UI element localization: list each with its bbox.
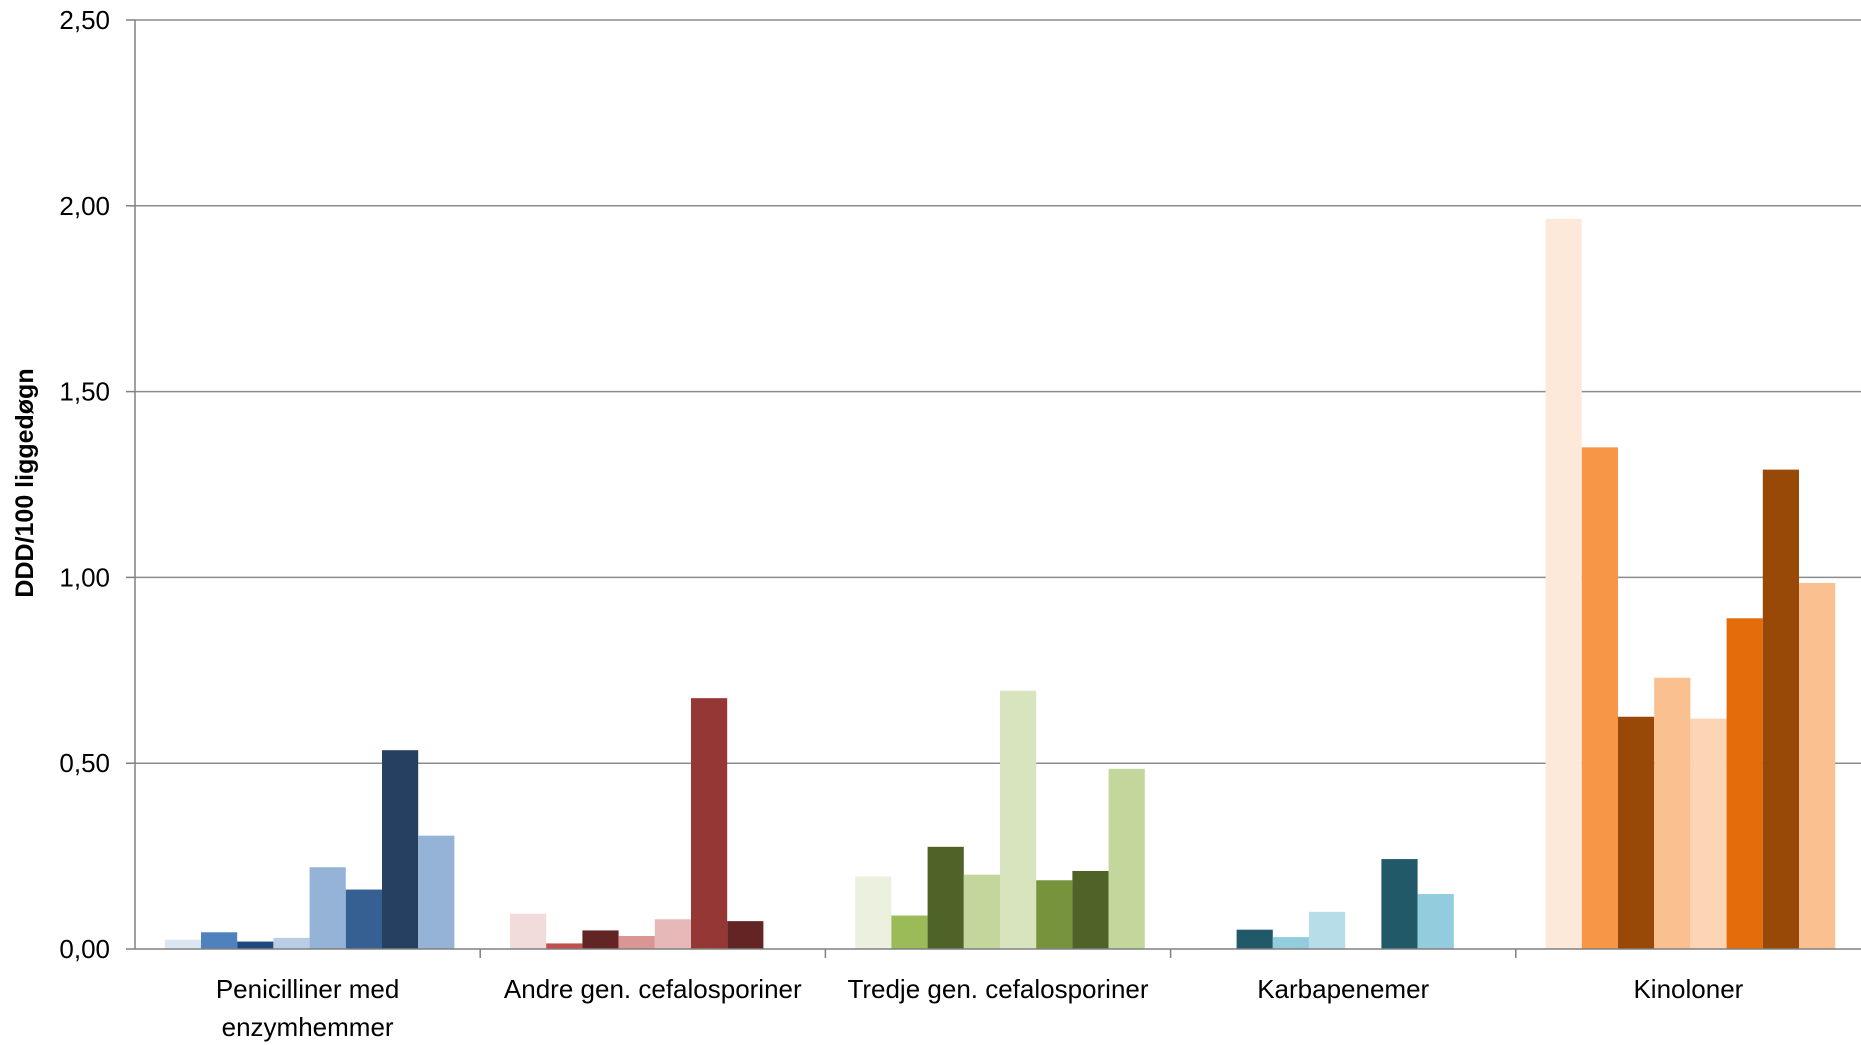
y-tick-label: 2,00 bbox=[59, 191, 110, 221]
bar bbox=[1036, 880, 1073, 949]
bar bbox=[582, 930, 619, 949]
bar bbox=[1000, 690, 1037, 949]
bar bbox=[510, 913, 547, 949]
bar bbox=[382, 750, 419, 949]
bar bbox=[654, 919, 691, 949]
bar bbox=[164, 939, 201, 949]
y-tick-labels: 0,00 0,50 1,00 1,50 2,00 2,50 bbox=[59, 5, 110, 964]
bar bbox=[1690, 718, 1727, 949]
bar bbox=[727, 921, 764, 949]
bar bbox=[855, 876, 892, 949]
axes bbox=[126, 19, 1861, 958]
bar bbox=[927, 846, 964, 949]
bar bbox=[418, 835, 455, 949]
bar bbox=[1236, 929, 1273, 949]
bar bbox=[691, 698, 728, 949]
x-category-label: Tredje gen. cefalosporiner bbox=[847, 974, 1148, 1004]
x-category-label: Penicilliner med bbox=[216, 974, 400, 1004]
bar bbox=[1108, 768, 1145, 949]
bar bbox=[1309, 911, 1346, 949]
bar bbox=[309, 867, 346, 949]
category-labels: Penicilliner med enzymhemmer Andre gen. ce… bbox=[216, 974, 1744, 1042]
x-category-label: Karbapenemer bbox=[1257, 974, 1429, 1004]
bar bbox=[546, 943, 583, 949]
bar bbox=[237, 941, 274, 949]
bar bbox=[1545, 218, 1582, 949]
bar bbox=[1799, 582, 1836, 949]
bar bbox=[1072, 870, 1109, 949]
bar bbox=[1581, 447, 1618, 949]
x-category-label: enzymhemmer bbox=[222, 1012, 394, 1042]
bars bbox=[164, 218, 1836, 949]
x-category-label: Andre gen. cefalosporiner bbox=[504, 974, 802, 1004]
bar bbox=[963, 874, 1000, 949]
bar bbox=[1272, 937, 1309, 949]
bar bbox=[1381, 859, 1418, 949]
y-tick-label: 1,50 bbox=[59, 377, 110, 407]
bar bbox=[1726, 618, 1763, 949]
bar bbox=[1762, 469, 1799, 949]
y-axis-title: DDD/100 liggedøgn bbox=[11, 368, 39, 597]
y-tick-label: 1,00 bbox=[59, 562, 110, 592]
bar bbox=[201, 932, 238, 949]
bar bbox=[618, 935, 655, 949]
bar bbox=[1417, 894, 1454, 949]
bar bbox=[345, 889, 382, 949]
y-tick-label: 0,00 bbox=[59, 934, 110, 964]
bar bbox=[891, 915, 928, 949]
bar bbox=[1654, 677, 1691, 949]
bar bbox=[273, 937, 310, 949]
y-tick-label: 0,50 bbox=[59, 748, 110, 778]
bar bbox=[1618, 716, 1655, 949]
y-tick-label: 2,50 bbox=[59, 5, 110, 35]
x-category-label: Kinoloner bbox=[1633, 974, 1743, 1004]
